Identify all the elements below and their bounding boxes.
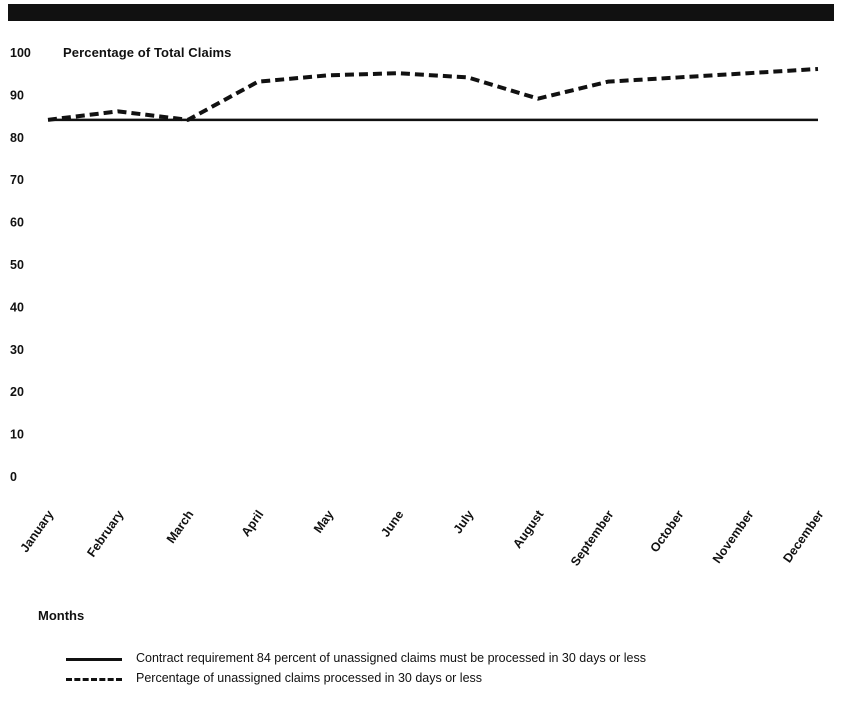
x-tick-label: November [710,508,757,566]
x-tick-label: May [311,508,336,536]
legend-swatch-dashed [66,678,122,681]
x-axis-title: Months [38,608,85,623]
y-tick-label: 60 [10,216,24,230]
x-tick-label: October [647,508,686,555]
y-axis-title: Percentage of Total Claims [63,45,232,60]
legend-item-claims-processed: Percentage of unassigned claims processe… [66,671,826,685]
x-tick-label: April [239,508,267,539]
y-tick-label: 90 [10,88,24,102]
y-tick-label: 20 [10,385,24,399]
y-tick-label: 100 [10,46,31,60]
x-tick-label: February [84,508,126,560]
x-tick-label: July [451,508,477,537]
legend-item-contract-requirement: Contract requirement 84 percent of unass… [66,651,826,665]
y-tick-label: 40 [10,300,24,314]
legend: Contract requirement 84 percent of unass… [66,651,826,691]
legend-swatch-solid [66,658,122,661]
x-tick-label: March [164,508,197,546]
y-tick-label: 10 [10,428,24,442]
y-tick-label: 80 [10,131,24,145]
y-tick-label: 0 [10,470,17,484]
x-tick-label: January [17,508,56,555]
y-tick-label: 70 [10,173,24,187]
y-tick-label: 50 [10,258,24,272]
x-tick-label: August [510,507,547,551]
series-line-claims-processed [47,66,819,122]
x-tick-label: September [568,508,617,569]
x-tick-label: June [378,508,406,540]
x-tick-label: December [780,508,826,566]
header-band [8,4,834,21]
legend-label: Percentage of unassigned claims processe… [136,671,483,685]
y-tick-label: 30 [10,343,24,357]
legend-label: Contract requirement 84 percent of unass… [136,651,646,665]
